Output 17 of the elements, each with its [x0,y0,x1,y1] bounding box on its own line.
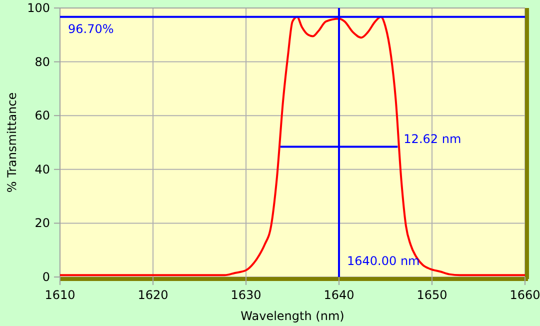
y-tick-label: 100 [27,1,50,15]
x-tick-label: 1610 [44,288,76,302]
y-axis-title: % Transmittance [5,92,19,193]
x-tick-label: 1650 [416,288,448,302]
y-tick-label: 80 [34,54,50,69]
x-tick-label: 1640 [324,288,354,302]
x-tick-label: 1660 [510,288,540,302]
y-tick-label: 40 [34,162,50,176]
x-tick-label: 1630 [230,288,262,302]
x-axis-title: Wavelength (nm) [240,309,344,323]
x-tick-label: 1620 [138,288,168,302]
ref-line-label: 96.70% [68,22,114,36]
y-tick-label: 20 [34,216,50,230]
y-tick-label: 60 [34,108,50,123]
annotation: 12.62 nm [404,132,462,146]
y-tick-label: 0 [42,270,50,284]
ref-line-label: 1640.00 nm [347,254,420,268]
